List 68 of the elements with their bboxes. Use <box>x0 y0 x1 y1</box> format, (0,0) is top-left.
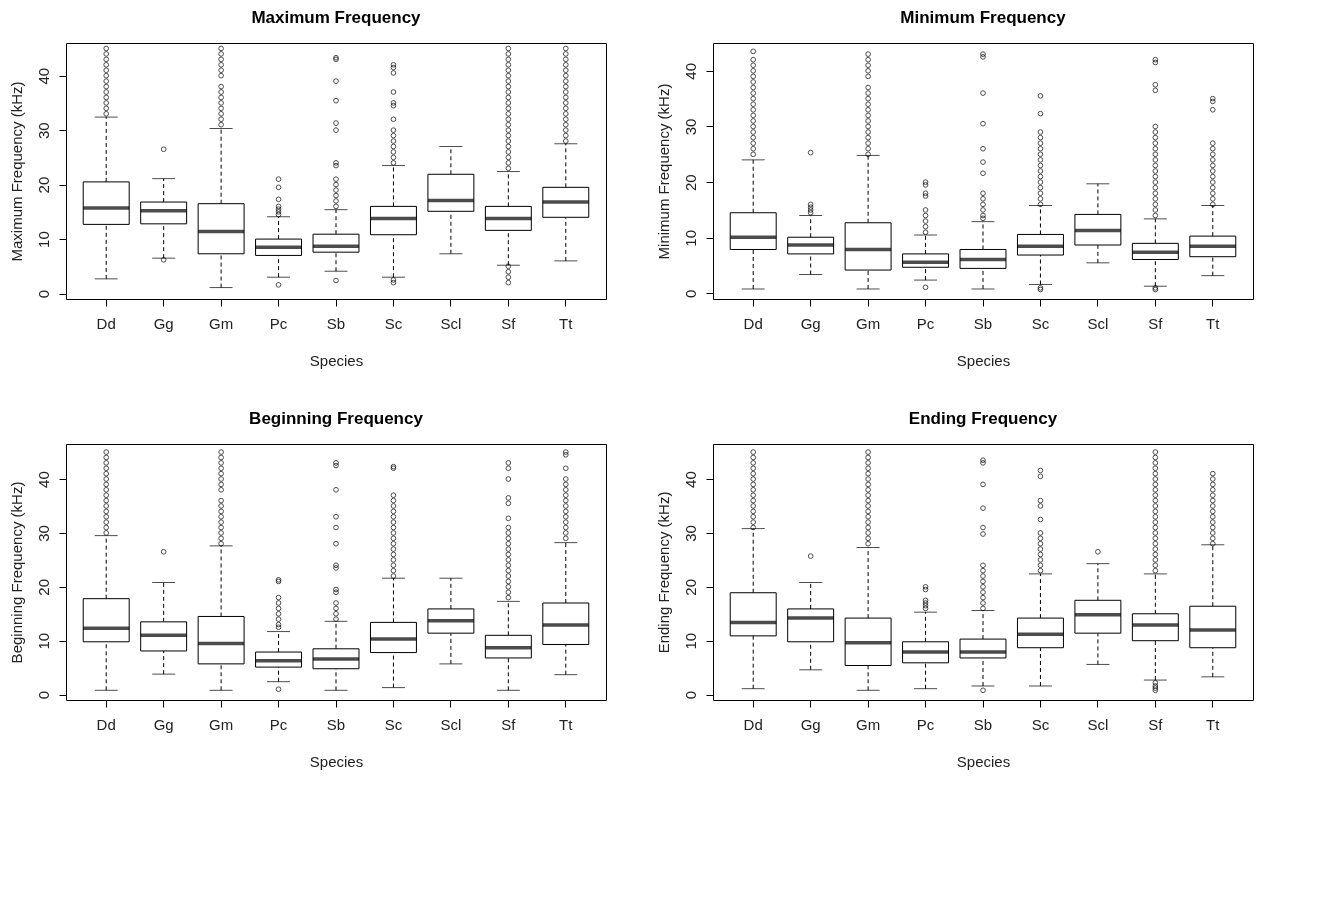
y-tick-label: 0 <box>681 289 699 299</box>
y-tick-label: 20 <box>34 176 52 194</box>
x-tick-label: Sc <box>384 715 403 733</box>
x-tick-label: Gg <box>153 715 174 733</box>
x-tick-label: Gg <box>800 314 821 332</box>
x-tick-label: Gg <box>153 314 174 332</box>
x-tick-label: Gm <box>856 715 881 733</box>
x-tick-label: Gm <box>856 314 881 332</box>
y-axis-title: Minimum Frequency (kHz) <box>654 83 672 260</box>
chart-title: Ending Frequency <box>908 409 1058 428</box>
x-tick-label: Sb <box>973 314 993 332</box>
x-axis-title: Species <box>956 752 1011 770</box>
x-tick-label: Sc <box>1031 314 1050 332</box>
y-tick-label: 40 <box>681 62 699 80</box>
chart-title: Beginning Frequency <box>249 409 424 428</box>
y-tick-label: 20 <box>681 578 699 596</box>
y-tick-label: 20 <box>34 578 52 596</box>
x-tick-label: Dd <box>96 715 116 733</box>
y-tick-label: 10 <box>34 231 52 248</box>
x-tick-label: Tt <box>559 314 574 332</box>
x-tick-label: Scl <box>440 314 462 332</box>
x-tick-label: Sf <box>501 715 517 733</box>
x-tick-label: Dd <box>96 314 116 332</box>
x-tick-label: Sb <box>326 715 346 733</box>
x-tick-label: Sf <box>1148 314 1164 332</box>
x-tick-label: Dd <box>743 314 763 332</box>
x-axis-title: Species <box>309 752 364 770</box>
y-tick-label: 40 <box>34 67 52 85</box>
x-tick-label: Sc <box>1031 715 1050 733</box>
x-tick-label: Tt <box>559 715 574 733</box>
y-tick-label: 40 <box>34 471 52 488</box>
y-tick-label: 40 <box>681 471 699 488</box>
x-tick-label: Sf <box>501 314 517 332</box>
y-axis-title: Ending Frequency (kHz) <box>654 491 672 654</box>
y-tick-label: 0 <box>34 289 52 299</box>
y-tick-label: 30 <box>34 122 52 139</box>
y-tick-label: 30 <box>681 118 699 136</box>
y-tick-label: 10 <box>681 632 699 650</box>
x-tick-label: Sb <box>326 314 346 332</box>
x-tick-label: Dd <box>743 715 763 733</box>
y-tick-label: 0 <box>34 690 52 700</box>
x-tick-label: Sf <box>1148 715 1164 733</box>
x-tick-label: Scl <box>1087 314 1109 332</box>
y-tick-label: 10 <box>681 229 699 247</box>
y-tick-label: 0 <box>681 690 699 700</box>
x-axis-title: Species <box>309 351 364 369</box>
y-tick-label: 20 <box>681 174 699 191</box>
chart-title: Minimum Frequency <box>900 8 1067 27</box>
y-tick-label: 30 <box>681 525 699 542</box>
y-tick-label: 10 <box>34 632 52 650</box>
chart-title: Maximum Frequency <box>251 8 422 27</box>
x-tick-label: Sb <box>973 715 993 733</box>
x-tick-label: Sc <box>384 314 403 332</box>
x-tick-label: Scl <box>440 715 462 733</box>
x-axis-title: Species <box>956 351 1011 369</box>
x-tick-label: Tt <box>1206 715 1221 733</box>
x-tick-label: Pc <box>916 715 935 733</box>
x-tick-label: Gm <box>209 314 234 332</box>
x-tick-label: Tt <box>1206 314 1221 332</box>
x-tick-label: Pc <box>916 314 935 332</box>
x-tick-label: Pc <box>269 715 288 733</box>
x-tick-label: Gm <box>209 715 234 733</box>
x-tick-label: Scl <box>1087 715 1109 733</box>
y-tick-label: 30 <box>34 525 52 542</box>
x-tick-label: Pc <box>269 314 288 332</box>
y-axis-title: Maximum Frequency (kHz) <box>7 81 25 262</box>
y-axis-title: Beginning Frequency (kHz) <box>7 481 25 664</box>
x-tick-label: Gg <box>800 715 821 733</box>
